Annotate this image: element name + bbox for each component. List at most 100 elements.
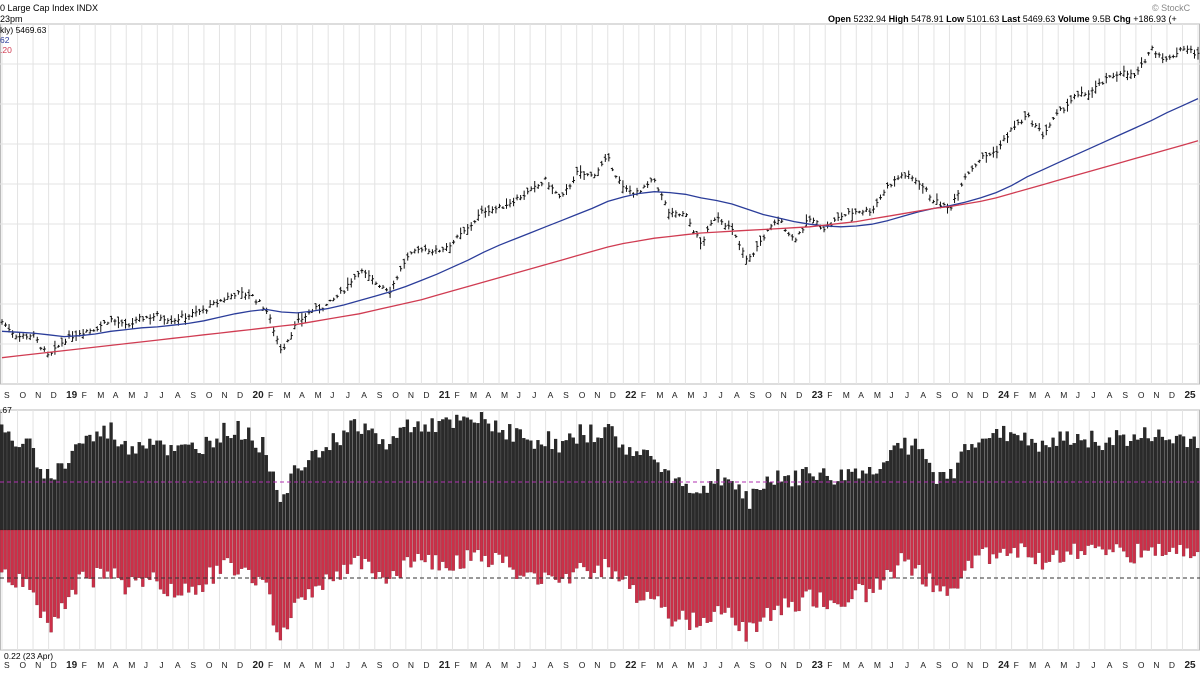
hist-bar-negative	[151, 529, 156, 573]
month-tick-label: N	[408, 390, 414, 400]
hist-bar-positive	[225, 436, 230, 531]
hist-bar-positive	[367, 430, 371, 531]
hist-bar-positive	[980, 438, 985, 531]
hist-bar-positive	[1139, 438, 1143, 531]
hist-bar-negative	[84, 529, 88, 578]
month-tick-label: S	[1122, 660, 1128, 670]
hist-bar-positive	[804, 467, 808, 531]
hist-bar-negative	[808, 529, 812, 590]
hist-bar-positive	[187, 444, 191, 531]
hist-bar-negative	[494, 529, 498, 553]
hist-bar-positive	[871, 474, 875, 531]
hist-bar-negative	[264, 529, 268, 583]
hist-bar-positive	[832, 484, 836, 531]
hist-bar-positive	[822, 468, 826, 531]
hist-bar-positive	[479, 412, 484, 531]
hist-bar-negative	[680, 529, 685, 611]
month-tick-label: A	[299, 390, 305, 400]
hist-bar-positive	[285, 493, 290, 531]
hist-bar-positive	[451, 427, 455, 531]
hist-bar-negative	[836, 529, 840, 605]
month-tick-label: A	[734, 660, 740, 670]
hist-bar-negative	[942, 529, 946, 587]
month-tick-label: A	[175, 390, 181, 400]
hist-bar-positive	[532, 448, 537, 531]
hist-bar-negative	[501, 529, 505, 563]
hist-bar-negative	[1019, 529, 1023, 544]
month-tick-label: S	[377, 390, 383, 400]
hist-bar-negative	[1189, 529, 1193, 559]
hist-bar-negative	[180, 529, 184, 596]
hist-bar-positive	[949, 468, 953, 531]
month-tick-label: M	[501, 660, 508, 670]
month-tick-label: N	[408, 660, 414, 670]
month-tick-label: J	[159, 660, 163, 670]
hist-bar-negative	[257, 529, 261, 577]
hist-bar-positive	[74, 444, 78, 531]
hist-bar-positive	[1005, 441, 1009, 531]
hist-bar-positive	[1146, 438, 1150, 531]
watermark: © StockC	[1152, 3, 1191, 13]
ma200-line	[1, 140, 1199, 359]
hist-bar-negative	[592, 529, 597, 573]
hist-bar-positive	[1030, 438, 1034, 531]
hist-bar-negative	[0, 529, 4, 573]
hist-bar-positive	[183, 444, 187, 531]
hist-bar-negative	[14, 529, 18, 588]
hist-bar-positive	[769, 482, 773, 531]
hist-bar-positive	[405, 419, 410, 531]
hist-bar-positive	[127, 454, 131, 531]
hist-bar-positive	[264, 455, 268, 531]
hist-bar-negative	[201, 529, 205, 592]
hist-bar-negative	[1093, 529, 1097, 549]
hist-bar-positive	[758, 490, 762, 531]
hist-bar-negative	[677, 529, 681, 620]
hist-bar-positive	[1111, 445, 1115, 531]
hist-bar-positive	[352, 419, 357, 531]
month-tick-label: J	[1076, 660, 1080, 670]
hist-bar-positive	[942, 472, 946, 531]
month-tick-label: M	[843, 390, 850, 400]
hist-bar-negative	[522, 529, 526, 577]
hist-bar-negative	[282, 529, 286, 628]
hist-bar-negative	[116, 529, 120, 579]
hist-bar-positive	[381, 439, 385, 531]
hist-bar-positive	[141, 445, 145, 531]
hist-bar-positive	[197, 453, 201, 531]
hist-bar-negative	[1114, 529, 1119, 545]
hist-bar-negative	[553, 529, 558, 580]
month-tick-label: M	[656, 660, 663, 670]
hist-bar-positive	[38, 469, 43, 531]
hist-bar-positive	[21, 443, 25, 531]
hist-bar-positive	[663, 469, 667, 531]
hist-bar-positive	[81, 443, 85, 531]
hist-bar-positive	[1129, 441, 1133, 531]
month-tick-label: N	[221, 390, 227, 400]
hist-bar-positive	[490, 431, 494, 531]
hist-bar-negative	[398, 529, 402, 579]
hist-bar-positive	[885, 461, 889, 531]
hist-bar-negative	[871, 529, 875, 593]
hist-bar-positive	[913, 438, 918, 531]
month-tick-label: 23	[812, 660, 824, 671]
hist-bar-positive	[628, 447, 632, 531]
hist-bar-positive	[920, 448, 925, 531]
hist-bar-negative	[984, 529, 988, 548]
hist-bar-positive	[426, 431, 431, 531]
hist-bar-negative	[1030, 529, 1034, 558]
month-tick-label: J	[718, 390, 722, 400]
hist-bar-negative	[543, 529, 547, 573]
month-tick-label: D	[423, 660, 429, 670]
hist-bar-positive	[1040, 440, 1045, 531]
time-label: 23pm	[0, 14, 23, 24]
month-tick-label: N	[1153, 390, 1159, 400]
hist-bar-positive	[63, 468, 67, 531]
legend-ma-red: .20	[0, 45, 12, 55]
hist-bar-negative	[726, 529, 731, 608]
hist-bar-positive	[437, 421, 441, 531]
month-tick-label: A	[1045, 660, 1051, 670]
hist-bar-negative	[204, 529, 208, 585]
hist-bar-positive	[1047, 447, 1052, 531]
hist-bar-negative	[254, 529, 258, 586]
hist-bar-positive	[218, 442, 223, 531]
